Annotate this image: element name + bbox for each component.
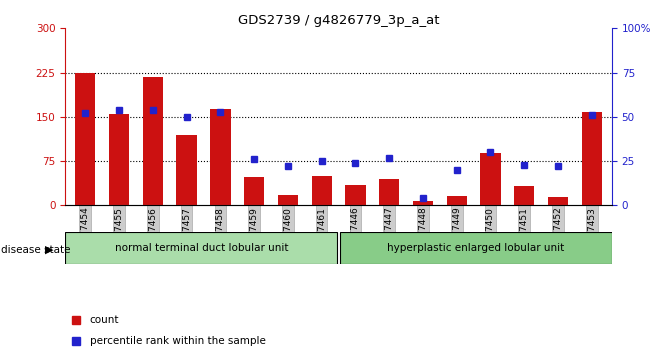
FancyBboxPatch shape [65, 232, 337, 264]
Title: GDS2739 / g4826779_3p_a_at: GDS2739 / g4826779_3p_a_at [238, 14, 439, 27]
Text: hyperplastic enlarged lobular unit: hyperplastic enlarged lobular unit [387, 243, 564, 253]
Bar [176, 135, 197, 205]
Bar [413, 201, 433, 205]
Text: ▶: ▶ [45, 245, 53, 255]
Text: normal terminal duct lobular unit: normal terminal duct lobular unit [115, 243, 288, 253]
Bar [312, 176, 332, 205]
Text: percentile rank within the sample: percentile rank within the sample [90, 336, 266, 346]
Bar [278, 195, 298, 205]
Bar [244, 177, 264, 205]
Bar [345, 185, 365, 205]
Bar [210, 109, 230, 205]
Text: disease state: disease state [1, 245, 70, 255]
Bar [581, 112, 602, 205]
Bar [76, 73, 96, 205]
FancyBboxPatch shape [340, 232, 612, 264]
Bar [143, 77, 163, 205]
Bar [109, 114, 130, 205]
Bar [514, 187, 534, 205]
Bar [379, 179, 399, 205]
Text: count: count [90, 315, 119, 325]
Bar [480, 153, 501, 205]
Bar [547, 197, 568, 205]
Bar [447, 196, 467, 205]
